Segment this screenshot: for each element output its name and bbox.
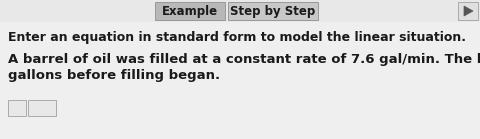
Polygon shape [463, 6, 472, 16]
FancyBboxPatch shape [155, 2, 225, 20]
FancyBboxPatch shape [8, 100, 26, 116]
FancyBboxPatch shape [0, 22, 480, 139]
Text: gallons before filling began.: gallons before filling began. [8, 70, 220, 83]
FancyBboxPatch shape [457, 2, 477, 20]
FancyBboxPatch shape [28, 100, 56, 116]
Text: Enter an equation in standard form to model the linear situation.: Enter an equation in standard form to mo… [8, 32, 465, 44]
Text: Step by Step: Step by Step [230, 4, 315, 18]
Text: A barrel of oil was filled at a constant rate of 7.6 gal/min. The barrel had 9: A barrel of oil was filled at a constant… [8, 54, 480, 66]
Text: Example: Example [162, 4, 217, 18]
FancyBboxPatch shape [228, 2, 317, 20]
